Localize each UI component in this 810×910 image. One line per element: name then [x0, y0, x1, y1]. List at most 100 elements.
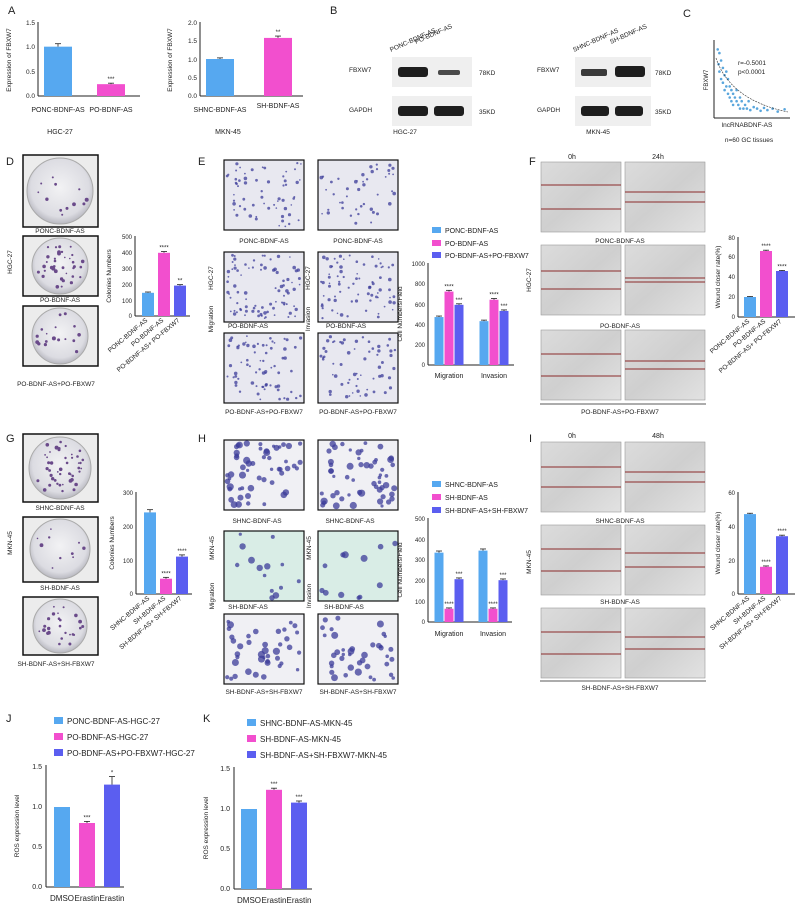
panel-A-left-xlabel: PO-BDNF-AS [89, 107, 133, 114]
cell [383, 634, 387, 638]
cell [329, 440, 336, 448]
cell [234, 181, 238, 185]
bar [489, 299, 499, 365]
panel-B-left-size: 35KD [479, 109, 496, 116]
colony [77, 466, 81, 470]
panel-D-cell-line: HGC-27 [7, 250, 14, 274]
cell [246, 335, 248, 337]
cell [392, 173, 394, 176]
cell [295, 180, 299, 185]
panel-J-xlabel: Erastin [100, 894, 125, 903]
cell [326, 339, 330, 343]
cell [361, 651, 368, 659]
panel-B-western-blot-right: SHNC-BDNF-AS SH-BDNF-AS FBXW7 GAPDH 78KD… [537, 23, 672, 136]
colony [74, 482, 78, 487]
panel-K-xlabel: DMSO [237, 896, 261, 905]
cell [231, 659, 239, 666]
panel-K-legend: SH-BDNF-AS+SH-FBXW7-MKN-45 [260, 751, 387, 760]
cell [292, 265, 297, 270]
panel-G-tick: 300 [123, 491, 134, 497]
panel-D-dish-label: PONC-BDNF-AS [35, 228, 85, 235]
panel-E-tick: 1000 [412, 262, 426, 268]
legend-swatch-pink [432, 494, 441, 500]
cell [263, 311, 267, 315]
panel-H-img-label: SHNC-BDNF-AS [325, 518, 375, 525]
colony [36, 479, 40, 483]
panel-F-wound-images: 0h 24h PONC-BDNF-AS PO-BDNF-AS PO-BDNF-A… [526, 154, 706, 416]
scatter-point [738, 96, 742, 99]
cell [339, 269, 343, 274]
colony [78, 541, 80, 544]
scatter-point [742, 107, 745, 110]
cell [364, 393, 368, 397]
cell [271, 340, 274, 343]
cell [378, 473, 383, 477]
panel-A-right-tick: 0.5 [188, 75, 197, 82]
colony [53, 259, 57, 263]
cell [243, 456, 251, 464]
significance-mark: ** [178, 279, 183, 285]
cell [226, 280, 229, 284]
panel-A-right-xlabel: SH-BDNF-AS [257, 103, 300, 110]
cell [365, 178, 369, 181]
cell [286, 397, 290, 401]
panel-I-time: 0h [568, 433, 576, 440]
cell [250, 168, 254, 172]
cell [275, 270, 279, 275]
cell [261, 455, 266, 460]
colony [56, 471, 59, 473]
cell [377, 349, 381, 353]
cell [368, 350, 371, 353]
cell [356, 389, 360, 393]
bar [744, 297, 756, 317]
cell [321, 212, 323, 215]
panel-H-img-label: SH-BDNF-AS [324, 604, 364, 611]
cell [277, 197, 281, 201]
cell [277, 200, 279, 202]
cell [282, 184, 285, 187]
colony [46, 456, 48, 459]
cell [376, 582, 383, 589]
bar [498, 580, 508, 622]
cell [255, 178, 258, 182]
cell [389, 496, 395, 502]
cell [297, 459, 303, 465]
cell [279, 661, 284, 666]
panel-I-time: 48h [652, 433, 664, 440]
cell [255, 215, 258, 218]
cell [348, 395, 351, 397]
cell [389, 296, 391, 299]
cell [256, 342, 259, 345]
panel-I-row-label: SH-BDNF-AS [600, 599, 640, 606]
cell [354, 299, 359, 303]
cell [371, 480, 377, 487]
panel-A-left-chart: Expression of FBXW7 1.5 1.0 0.5 0.0 PONC… [6, 20, 140, 136]
colony [51, 612, 56, 616]
wound-image [624, 244, 706, 316]
cell [272, 306, 275, 310]
cell [339, 265, 343, 269]
cell [295, 396, 298, 400]
cell [285, 442, 292, 450]
scatter-point [743, 103, 747, 107]
panel-H-cell-line: MKN-45 [209, 536, 216, 560]
cell [254, 217, 258, 221]
panel-H-side-label: Migration [209, 582, 216, 609]
cell [259, 359, 262, 362]
bar [79, 823, 95, 887]
scatter-point [735, 88, 738, 92]
cell [391, 263, 395, 267]
colony [57, 447, 61, 450]
bar [454, 579, 464, 622]
cell [288, 620, 293, 625]
panel-E-transwell-images: PONC-BDNF-AS PONC-BDNF-AS PO-BDNF-AS PO-… [208, 159, 399, 416]
colony [46, 246, 50, 249]
cell [372, 390, 376, 394]
cell [236, 269, 239, 272]
cell [339, 655, 345, 662]
panel-D-tick: 0 [129, 314, 133, 320]
cell [300, 163, 302, 165]
cell [357, 489, 363, 495]
cell [267, 206, 271, 210]
panel-A-left-tick: 1.5 [26, 20, 35, 27]
